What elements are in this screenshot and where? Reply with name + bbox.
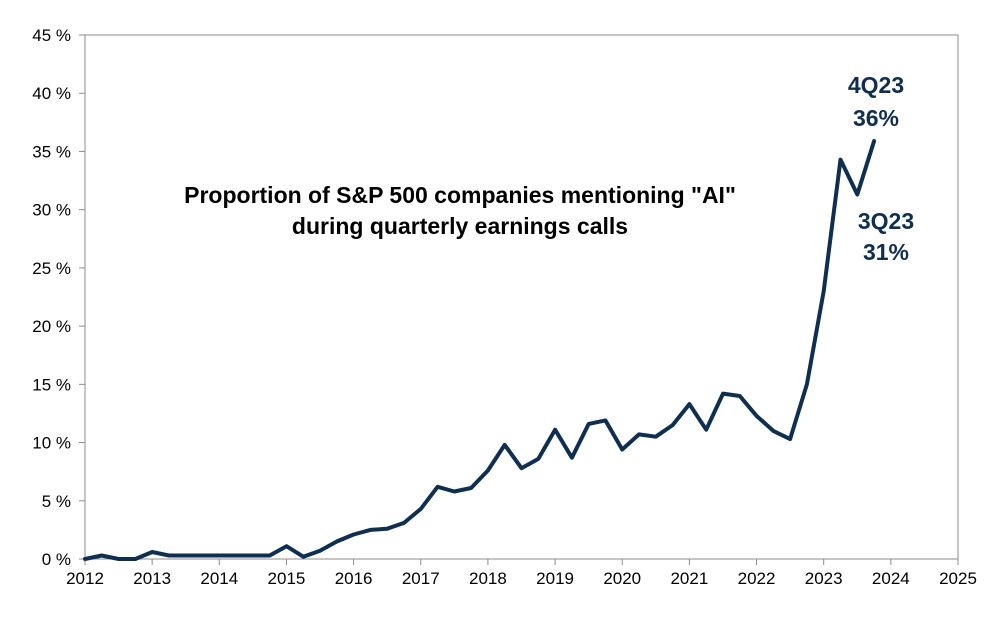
y-tick-label: 15 % <box>32 375 71 394</box>
y-tick-label: 25 % <box>32 259 71 278</box>
x-tick-label: 2016 <box>335 569 373 588</box>
annotation-4q23-label: 4Q23 <box>848 72 904 98</box>
x-tick-label: 2013 <box>133 569 171 588</box>
chart-title-line-2: during quarterly earnings calls <box>292 213 628 239</box>
x-tick-label: 2018 <box>469 569 507 588</box>
x-tick-label: 2020 <box>603 569 641 588</box>
x-tick-label: 2014 <box>200 569 238 588</box>
series-line-ai-mentions <box>83 139 877 561</box>
x-tick-label: 2024 <box>872 569 910 588</box>
x-tick-label: 2012 <box>66 569 104 588</box>
x-tick-label: 2023 <box>805 569 843 588</box>
annotation-3q23-value: 31% <box>863 239 909 265</box>
y-tick-label: 35 % <box>32 142 71 161</box>
y-tick-label: 0 % <box>42 550 71 569</box>
annotation-3q23-label: 3Q23 <box>858 208 914 234</box>
x-tick-label: 2015 <box>268 569 306 588</box>
y-tick-label: 5 % <box>42 492 71 511</box>
x-tick-label: 2022 <box>738 569 776 588</box>
x-tick-label: 2021 <box>670 569 708 588</box>
y-tick-label: 30 % <box>32 201 71 220</box>
x-tick-label: 2017 <box>402 569 440 588</box>
chart-title-line-1: Proportion of S&P 500 companies mentioni… <box>184 182 736 208</box>
plot-area-frame <box>84 34 959 560</box>
annotation-4q23-value: 36% <box>853 105 899 131</box>
y-tick-label: 45 % <box>32 26 71 45</box>
x-tick-label: 2019 <box>536 569 574 588</box>
x-tick-label: 2025 <box>939 569 977 588</box>
y-tick-label: 20 % <box>32 317 71 336</box>
y-tick-label: 10 % <box>32 434 71 453</box>
y-tick-label: 40 % <box>32 84 71 103</box>
